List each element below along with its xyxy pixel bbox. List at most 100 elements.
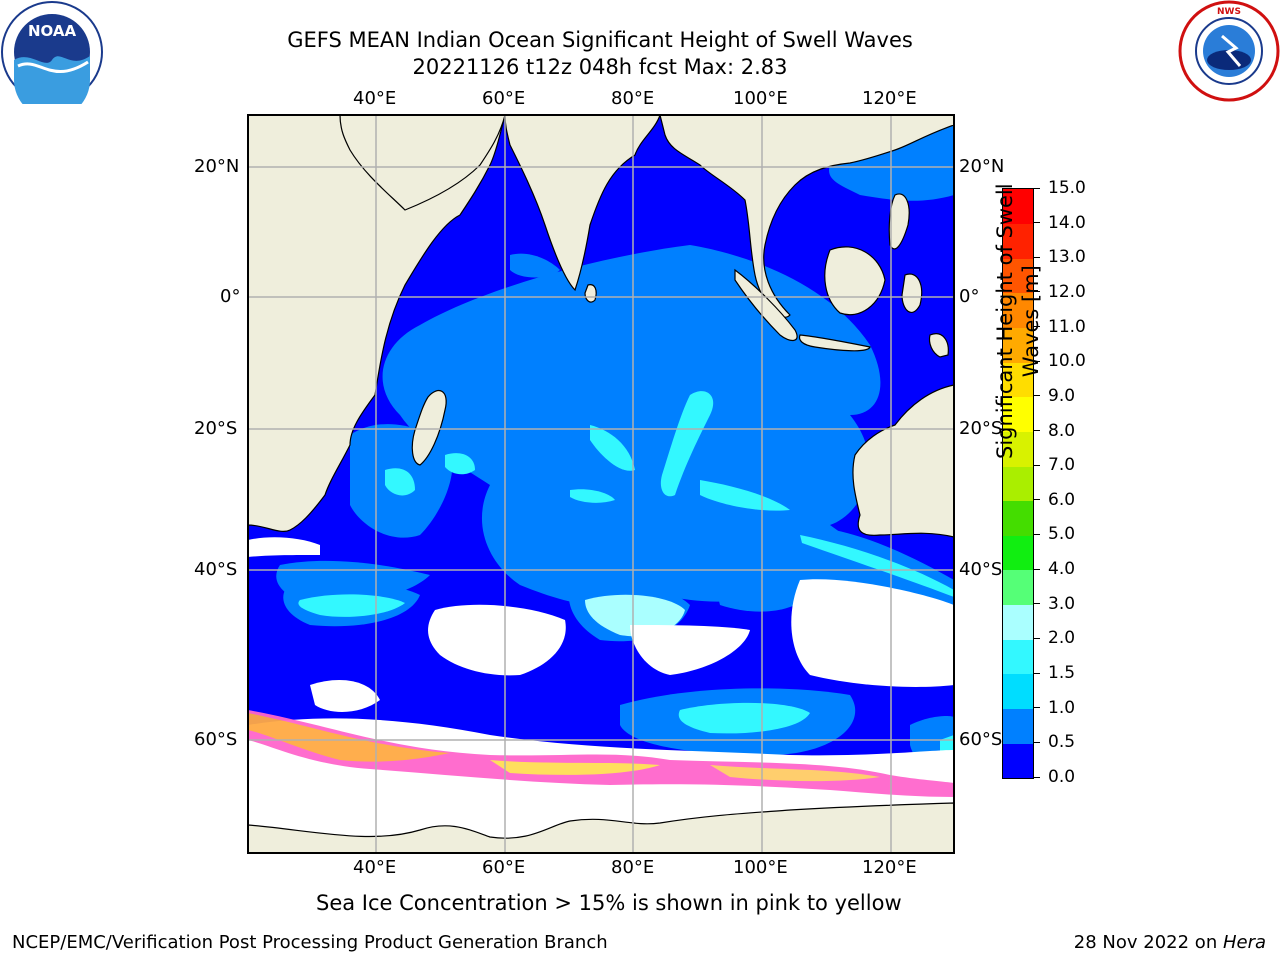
colorbar-segment — [1003, 743, 1033, 779]
colorbar-tick-mark — [1034, 672, 1040, 674]
colorbar-tick-label: 12.0 — [1034, 281, 1086, 302]
colorbar-tick-text: 12.0 — [1048, 281, 1086, 302]
lon-label-bottom-80e: 80°E — [611, 857, 655, 878]
colorbar-tick-label: 5.0 — [1034, 526, 1075, 543]
colorbar-tick-text: 1.5 — [1048, 663, 1076, 684]
colorbar-tick-label: 10.0 — [1034, 353, 1086, 370]
colorbar-label: Significant Height of Swell Waves [m] — [992, 183, 1044, 459]
colorbar-tick-mark — [1034, 499, 1040, 501]
colorbar-segment — [1003, 674, 1033, 710]
colorbar-tick-mark — [1034, 360, 1040, 362]
colorbar-label-line1: Significant Height of Swell — [993, 183, 1018, 459]
colorbar-label-line2: Waves [m] — [1019, 265, 1044, 378]
colorbar-tick-mark — [1034, 741, 1040, 743]
colorbar-tick-label: 4.0 — [1034, 561, 1075, 578]
colorbar-tick-text: 5.0 — [1048, 524, 1076, 545]
colorbar-tick-label: 9.0 — [1034, 385, 1076, 406]
colorbar-tick-mark — [1034, 637, 1040, 639]
lat-label-right-40s: 40°S — [959, 559, 1003, 580]
colorbar-tick-label: 13.0 — [1034, 249, 1086, 266]
lat-label-right-20s: 20°S — [959, 418, 1003, 439]
chart-title: GEFS MEAN Indian Ocean Significant Heigh… — [287, 28, 913, 52]
lat-label-right-60s: 60°S — [959, 729, 1003, 750]
colorbar-tick-label: 3.0 — [1034, 593, 1076, 614]
colorbar-tick-mark — [1034, 776, 1040, 778]
colorbar-tick-text: 9.0 — [1048, 385, 1076, 406]
colorbar-segment — [1003, 535, 1033, 571]
colorbar-segment — [1003, 431, 1033, 467]
colorbar-segment — [1003, 189, 1033, 224]
colorbar-tick-text: 0.5 — [1048, 732, 1076, 753]
lon-label-top-120e: 120°E — [862, 88, 917, 109]
lon-label-bottom-60e: 60°E — [482, 857, 526, 878]
colorbar-segment — [1003, 396, 1033, 432]
svg-text:NWS: NWS — [1217, 7, 1241, 17]
colorbar-segment — [1003, 223, 1033, 259]
colorbar-tick-label: 15.0 — [1034, 180, 1086, 197]
colorbar-tick-label: 0.0 — [1034, 769, 1075, 786]
lon-label-top-100e: 100°E — [733, 88, 788, 109]
colorbar-segment — [1003, 570, 1033, 606]
footer-date-text: 28 Nov 2022 on — [1073, 932, 1223, 953]
colorbar-tick-mark — [1034, 568, 1040, 570]
colorbar-segment — [1003, 500, 1033, 536]
colorbar-tick-text: 6.0 — [1048, 489, 1076, 510]
colorbar-tick-label: 11.0 — [1034, 316, 1086, 337]
colorbar-tick-mark — [1034, 291, 1040, 293]
lon-label-bottom-100e: 100°E — [733, 857, 788, 878]
lon-label-bottom-120e: 120°E — [862, 857, 917, 878]
footer-date: 28 Nov 2022 on Hera — [1074, 932, 1266, 953]
lon-label-top-80e: 80°E — [611, 88, 655, 109]
lon-label-top-60e: 60°E — [482, 88, 526, 109]
lat-label-left-20s: 20°S — [194, 418, 238, 439]
colorbar-tick-text: 4.0 — [1048, 559, 1076, 580]
colorbar-tick-text: 15.0 — [1048, 178, 1086, 198]
colorbar-tick-text: 10.0 — [1048, 351, 1086, 372]
map — [247, 114, 955, 854]
colorbar-tick-mark — [1034, 187, 1040, 189]
colorbar-tick-text: 2.0 — [1048, 628, 1076, 649]
lat-label-left-60s: 60°S — [194, 729, 238, 750]
lat-label-right-20n: 20°N — [959, 156, 1005, 177]
colorbar-tick-mark — [1034, 256, 1040, 258]
colorbar-segment — [1003, 604, 1033, 640]
colorbar-segment — [1003, 362, 1033, 398]
footer-credit: NCEP/EMC/Verification Post Processing Pr… — [12, 932, 608, 953]
colorbar-tick-label: 6.0 — [1034, 489, 1076, 510]
colorbar-tick-text: 8.0 — [1048, 420, 1076, 441]
colorbar-tick-text: 3.0 — [1048, 593, 1076, 614]
swell-1.0-2.0 — [298, 391, 954, 770]
colorbar-tick-label: 2.0 — [1034, 630, 1075, 647]
colorbar-tick-mark — [1034, 707, 1040, 709]
colorbar-tick-mark — [1034, 222, 1040, 224]
gridlines — [248, 115, 954, 853]
sea-ice — [248, 710, 954, 797]
colorbar-tick-mark — [1034, 464, 1040, 466]
colorbar-tick-mark — [1034, 533, 1040, 535]
colorbar-tick-mark — [1034, 395, 1040, 397]
colorbar-tick-text: 14.0 — [1048, 212, 1086, 233]
lat-label-right-0: 0° — [959, 286, 980, 307]
colorbar-tick-text: 13.0 — [1048, 247, 1086, 268]
colorbar-tick-label: 0.5 — [1034, 734, 1075, 751]
colorbar-segment — [1003, 327, 1033, 363]
lat-label-left-0: 0° — [220, 286, 241, 307]
lat-label-left-20n: 20°N — [194, 156, 240, 177]
colorbar-segment — [1003, 708, 1033, 744]
colorbar-segment — [1003, 639, 1033, 675]
colorbar-tick-mark — [1034, 430, 1040, 432]
footer-machine: Hera — [1222, 932, 1266, 953]
svg-text:NOAA: NOAA — [28, 22, 77, 40]
colorbar-tick-text: 0.0 — [1048, 767, 1076, 787]
colorbar-tick-mark — [1034, 603, 1040, 605]
colorbar-tick-text: 1.0 — [1048, 697, 1076, 718]
colorbar-tick-text: 7.0 — [1048, 455, 1076, 476]
colorbar-tick-label: 1.0 — [1034, 697, 1076, 718]
sea-ice-note: Sea Ice Concentration > 15% is shown in … — [316, 891, 902, 915]
colorbar-tick-text: 11.0 — [1048, 316, 1086, 337]
lat-label-left-40s: 40°S — [194, 559, 238, 580]
colorbar-segment — [1003, 258, 1033, 294]
colorbar-tick-label: 1.5 — [1034, 665, 1075, 682]
colorbar-tick-label: 8.0 — [1034, 420, 1076, 441]
colorbar-tick-label: 14.0 — [1034, 212, 1086, 233]
